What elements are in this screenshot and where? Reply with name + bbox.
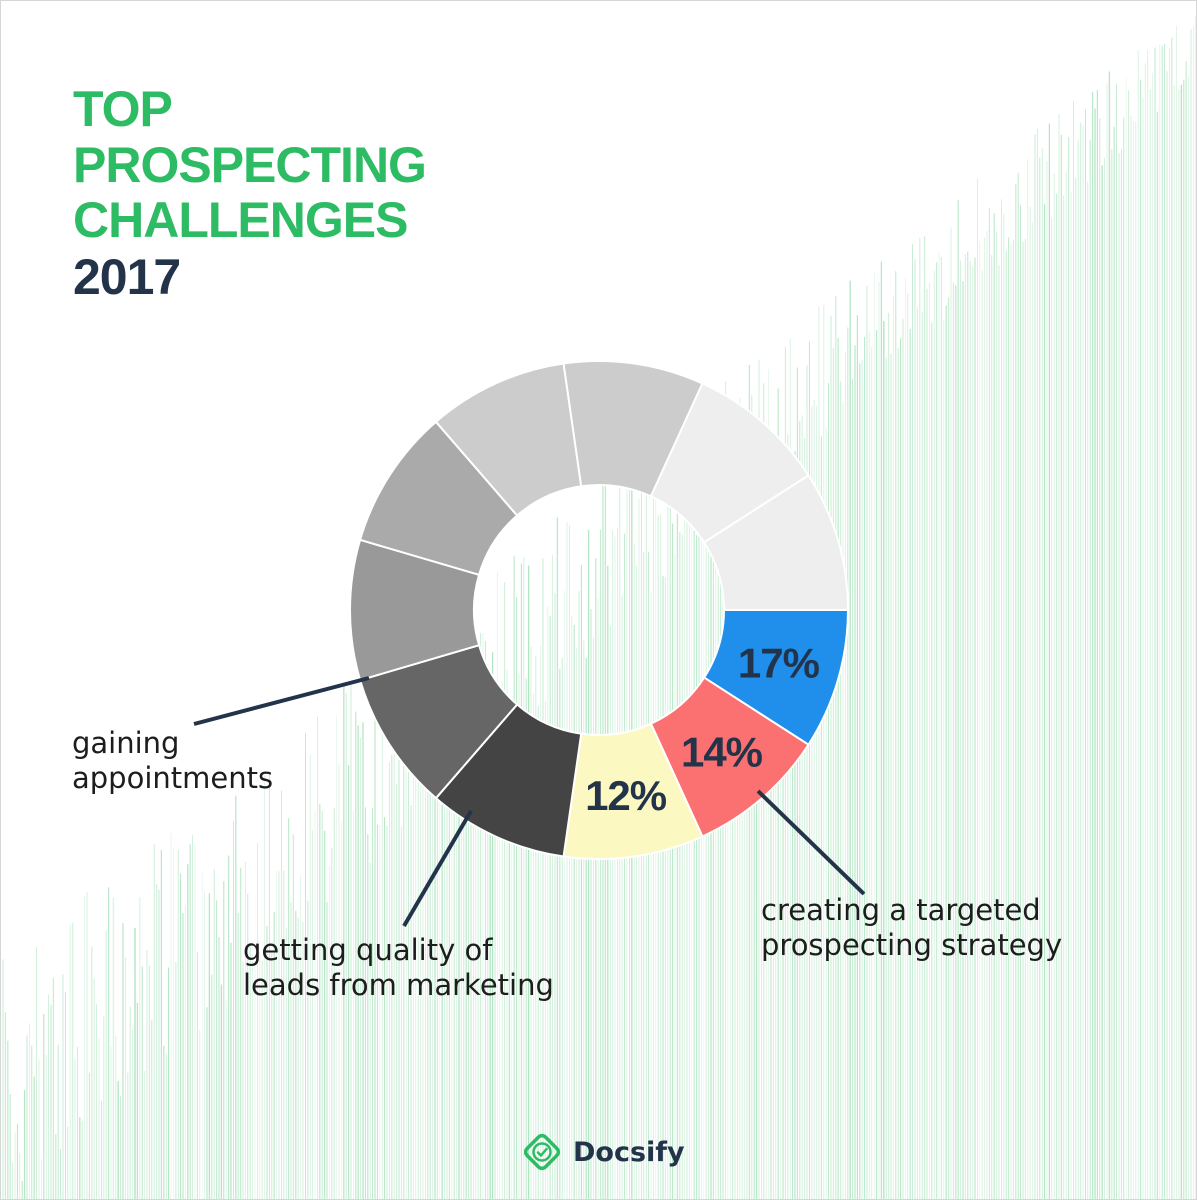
check-diamond-icon (523, 1133, 561, 1171)
leader-line-targeted-strategy (756, 789, 866, 896)
leader-line-gaining-appointments (193, 676, 370, 726)
slice-value-label: 14% (681, 728, 763, 775)
slice-value-label: 12% (585, 772, 667, 819)
callout-targeted-strategy: creating a targeted prospecting strategy (761, 893, 1063, 962)
leader-line-quality-leads (402, 809, 473, 928)
title-line-1: TOP (73, 81, 173, 137)
brand-logo: Docsify (521, 1131, 685, 1173)
title-line-3: CHALLENGES (73, 192, 408, 248)
callout-gaining-appointments: gaining appointments (72, 726, 274, 795)
title-year: 2017 (73, 249, 181, 305)
slice-value-label: 17% (738, 640, 820, 687)
callout-quality-leads: getting quality of leads from marketing (243, 933, 554, 1002)
brand-name: Docsify (573, 1136, 685, 1168)
donut-slice (702, 473, 850, 611)
title-line-2: PROSPECTING (73, 137, 427, 193)
